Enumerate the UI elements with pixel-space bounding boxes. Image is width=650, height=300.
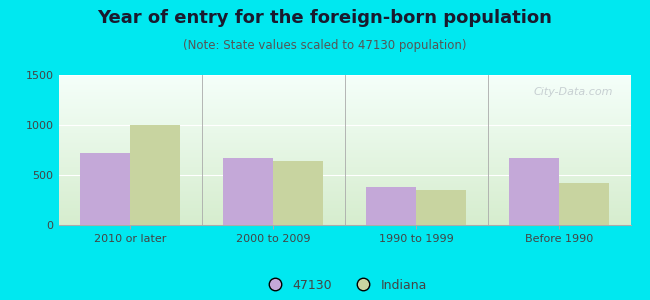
Bar [273,161,323,225]
Bar [223,158,273,225]
Text: Year of entry for the foreign-born population: Year of entry for the foreign-born popul… [98,9,552,27]
Bar [416,190,466,225]
Legend: 47130, Indiana: 47130, Indiana [257,274,432,297]
Bar [509,158,559,225]
Bar [366,187,416,225]
Bar [559,183,609,225]
Text: City-Data.com: City-Data.com [534,87,614,97]
Text: (Note: State values scaled to 47130 population): (Note: State values scaled to 47130 popu… [183,39,467,52]
Bar [80,153,130,225]
Bar [130,125,180,225]
